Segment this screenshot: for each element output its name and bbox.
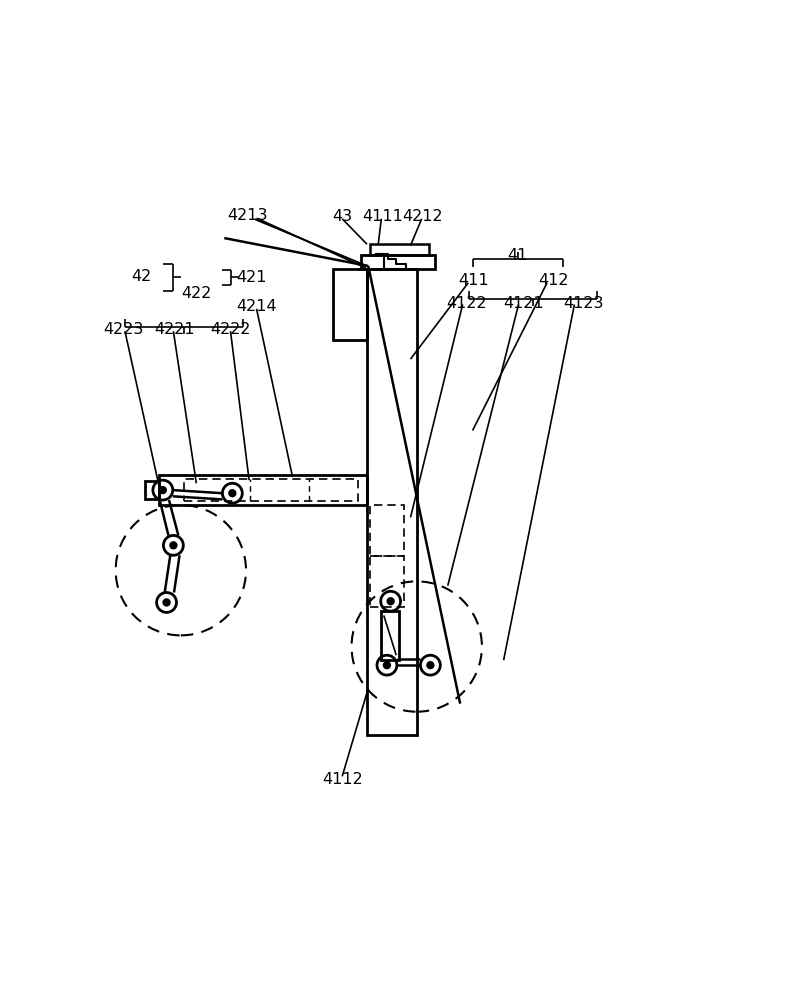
Bar bbox=[370, 244, 429, 255]
Text: 4221: 4221 bbox=[155, 322, 195, 337]
Bar bbox=[360, 255, 436, 269]
Text: 4213: 4213 bbox=[227, 208, 268, 223]
Text: 4122: 4122 bbox=[446, 296, 487, 311]
Bar bbox=[369, 556, 404, 607]
Text: 411: 411 bbox=[458, 273, 489, 288]
Text: 422: 422 bbox=[181, 286, 211, 301]
Text: 4112: 4112 bbox=[322, 772, 363, 787]
Circle shape bbox=[388, 598, 394, 604]
Bar bbox=[159, 475, 367, 505]
Circle shape bbox=[163, 599, 170, 606]
Text: 4123: 4123 bbox=[563, 296, 603, 311]
Bar bbox=[146, 481, 159, 499]
Text: 4223: 4223 bbox=[103, 322, 144, 337]
Text: 41: 41 bbox=[507, 248, 528, 263]
Text: 4222: 4222 bbox=[210, 322, 251, 337]
Text: 412: 412 bbox=[538, 273, 569, 288]
Text: 4111: 4111 bbox=[362, 209, 403, 224]
Bar bbox=[380, 611, 400, 660]
Text: 4212: 4212 bbox=[403, 209, 443, 224]
Text: 4121: 4121 bbox=[503, 296, 544, 311]
Circle shape bbox=[384, 662, 390, 668]
Bar bbox=[333, 269, 367, 340]
Text: 43: 43 bbox=[332, 209, 352, 224]
Text: 421: 421 bbox=[237, 270, 268, 285]
Bar bbox=[184, 479, 358, 501]
Circle shape bbox=[229, 490, 235, 496]
Bar bbox=[369, 505, 404, 556]
Circle shape bbox=[427, 662, 433, 668]
Text: 4214: 4214 bbox=[236, 299, 277, 314]
Circle shape bbox=[171, 542, 176, 548]
Circle shape bbox=[159, 487, 166, 493]
Bar bbox=[367, 269, 417, 735]
Text: 42: 42 bbox=[131, 269, 151, 284]
